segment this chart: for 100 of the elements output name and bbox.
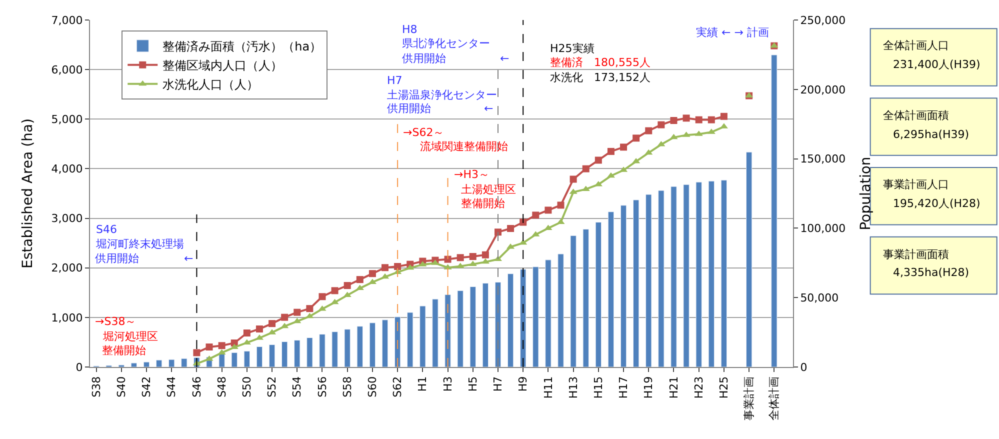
bar: [168, 359, 175, 367]
x-tick-label: S54: [290, 376, 304, 398]
bar: [558, 254, 564, 367]
point: [318, 293, 326, 300]
point: [469, 253, 476, 260]
x-tick-label: H7: [492, 376, 505, 392]
point: [368, 270, 376, 278]
point: [695, 116, 702, 124]
x-tick-label: H23: [692, 376, 706, 399]
x-tick-label: S46: [190, 376, 204, 398]
point: [670, 116, 678, 124]
x-tick-label: S44: [165, 376, 178, 398]
point: [206, 344, 213, 351]
annotation: ←: [184, 252, 194, 265]
annotation: H25実績: [550, 42, 594, 55]
bar: [432, 298, 438, 367]
annotation: H8: [402, 23, 418, 36]
x-tick-label: S48: [215, 376, 228, 398]
point: [557, 202, 564, 209]
x-tick-label: H25: [718, 376, 731, 399]
point: [280, 322, 289, 328]
point: [645, 127, 652, 134]
bar: [658, 190, 664, 367]
bar: [156, 360, 162, 367]
annotation: →S38～: [95, 315, 136, 328]
bar: [608, 212, 614, 367]
y-tick-label: 0: [76, 360, 83, 374]
x-tick-label: H21: [667, 376, 680, 399]
x-tick-label: S38: [90, 376, 103, 398]
point: [532, 212, 540, 219]
y-tick-label: 5,000: [51, 112, 83, 126]
x-tick-label: 全体計画: [768, 376, 781, 420]
point: [356, 276, 364, 284]
bar: [306, 338, 313, 367]
bar: [683, 184, 690, 367]
point: [356, 284, 364, 290]
point: [468, 260, 477, 266]
point: [481, 258, 490, 264]
x-tick-label: H5: [466, 376, 480, 392]
x-tick-label: S56: [316, 376, 329, 398]
point: [394, 263, 402, 270]
point: [607, 148, 614, 155]
bar: [570, 235, 576, 367]
bar: [696, 182, 702, 367]
bar: [582, 228, 589, 367]
y2-tick-label: 100,000: [800, 222, 846, 236]
point: [318, 305, 326, 311]
bar: [319, 334, 326, 367]
bar: [708, 180, 714, 367]
point: [230, 344, 238, 350]
bar: [545, 260, 552, 367]
bar: [407, 312, 414, 367]
bar: [218, 353, 225, 367]
x-tick-label: S62: [391, 376, 404, 398]
annotation: 実績 ← → 計画: [696, 26, 769, 39]
x-tick-label: S58: [340, 376, 354, 398]
y2-tick-label: 150,000: [800, 152, 846, 166]
point: [306, 305, 314, 312]
x-tick-label: H9: [516, 376, 530, 392]
bar: [268, 344, 276, 367]
point: [507, 224, 514, 232]
bar: [670, 186, 677, 367]
point: [670, 134, 678, 140]
point: [594, 156, 602, 164]
annotation: 流域関連整備開始: [420, 140, 508, 153]
bar: [507, 274, 514, 367]
legend-label: 水洗化人口（人）: [162, 78, 259, 92]
annotation: 供用開始: [387, 102, 431, 115]
y-tick-label: 2,000: [51, 262, 83, 275]
bar: [282, 341, 288, 367]
bar: [244, 350, 250, 367]
point: [506, 243, 515, 249]
annotation: S46 堀河町終末処理場: [95, 223, 184, 250]
point: [294, 308, 301, 316]
x-tick-label: H19: [642, 376, 656, 399]
annotation: H7 土湯温泉浄化センター: [387, 74, 497, 102]
point: [344, 282, 351, 290]
annotation: 供用開始: [402, 52, 446, 65]
bar: [482, 282, 489, 367]
bar: [143, 362, 150, 367]
bar: [457, 290, 464, 367]
bar: [256, 346, 263, 367]
x-tick-label: S50: [240, 376, 254, 398]
point: [620, 144, 628, 151]
x-tick-label: 事業計画: [742, 376, 756, 420]
x-tick-label: H1: [416, 376, 430, 392]
point: [632, 134, 640, 142]
text: 195,420人(H28): [893, 197, 980, 210]
y-tick-label: 1,000: [51, 311, 83, 324]
bar: [130, 362, 138, 367]
text: 4,335ha(H28): [893, 266, 970, 279]
point: [494, 228, 502, 236]
point: [444, 256, 452, 263]
point: [293, 318, 302, 324]
bar: [620, 205, 627, 367]
point: [520, 218, 527, 226]
bar: [344, 329, 350, 367]
bar: [532, 266, 539, 367]
point: [382, 264, 389, 272]
x-tick-label: S60: [366, 376, 380, 398]
